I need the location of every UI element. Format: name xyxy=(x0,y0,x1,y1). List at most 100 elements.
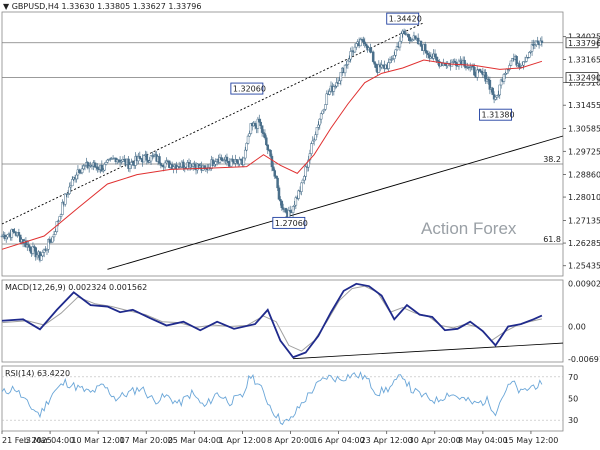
candle-body xyxy=(266,144,269,151)
candle-body xyxy=(6,234,9,238)
swing-label: 1.32060 xyxy=(233,85,266,94)
price-tick-label: 1.28860 xyxy=(568,170,600,179)
candle-body xyxy=(148,160,151,163)
candle-body xyxy=(304,166,307,177)
candle-body xyxy=(245,143,248,151)
candle-body xyxy=(239,159,243,161)
dropdown-arrow-icon[interactable]: ▼ xyxy=(3,2,10,11)
candle-body xyxy=(322,109,326,112)
candle-body xyxy=(475,69,479,78)
candle-body xyxy=(478,68,482,72)
x-tick-label: 15 May 12:00 xyxy=(504,436,559,445)
candle-body xyxy=(272,166,275,171)
candle-body xyxy=(238,159,241,165)
candle-body xyxy=(276,177,279,189)
candle-body xyxy=(41,252,45,257)
candle-body xyxy=(453,60,456,63)
candle-body xyxy=(86,162,90,169)
candle-body xyxy=(24,240,28,248)
candle-body xyxy=(333,85,337,88)
candle-body xyxy=(258,118,261,123)
candle-body xyxy=(138,156,142,159)
candle-body xyxy=(130,161,133,165)
candle-body xyxy=(318,118,322,126)
candle-body xyxy=(535,40,538,45)
candle-body xyxy=(498,84,501,96)
price-tick-label: 1.27135 xyxy=(568,216,600,225)
candle-body xyxy=(369,47,372,53)
swing-label: 1.27060 xyxy=(275,219,308,228)
candle-body xyxy=(87,166,91,169)
candle-body xyxy=(436,60,440,62)
candle-body xyxy=(407,34,410,38)
candle-body xyxy=(426,53,430,56)
candle-body xyxy=(353,46,357,53)
candle-body xyxy=(33,246,36,248)
candle-body xyxy=(10,229,14,238)
candle-body xyxy=(480,70,483,73)
candle-body xyxy=(40,255,43,261)
candle-body xyxy=(246,135,250,144)
candle-body xyxy=(19,234,22,243)
candle-body xyxy=(536,40,539,43)
candle-body xyxy=(120,161,123,163)
candle-body xyxy=(149,155,153,162)
candle-body xyxy=(338,80,341,85)
candle-body xyxy=(288,210,292,212)
candle-body xyxy=(371,51,375,62)
candle-body xyxy=(131,161,135,164)
macd-line xyxy=(1,282,543,359)
macd-tick-label: -0.006915 xyxy=(568,355,600,364)
candle-body xyxy=(339,71,343,82)
price-marker-box xyxy=(565,72,599,83)
candle-body xyxy=(64,193,67,205)
candle-body xyxy=(393,55,396,59)
candle-body xyxy=(0,235,4,238)
candle-body xyxy=(229,158,233,167)
candle-body xyxy=(75,174,78,180)
price-tick-label: 1.31455 xyxy=(568,101,600,110)
candle-body xyxy=(411,39,414,41)
candle-body xyxy=(93,162,97,167)
candle-body xyxy=(277,187,281,200)
macd-trendline xyxy=(293,342,564,360)
candle-body xyxy=(220,157,223,160)
price-marker-box xyxy=(565,37,599,49)
candle-body xyxy=(227,160,230,164)
candle-body xyxy=(473,66,476,76)
price-marker-label: 1.33796 xyxy=(568,39,600,48)
pane-frame-1 xyxy=(1,11,564,277)
candle-body xyxy=(388,59,392,63)
candle-body xyxy=(525,57,528,62)
candle-body xyxy=(402,30,406,34)
rsi-title: RSI(14) 63.4220 xyxy=(5,369,70,378)
moving-average-line xyxy=(1,59,543,250)
candle-body xyxy=(321,110,324,114)
candle-body xyxy=(312,139,316,142)
x-tick-label: 8 Apr 20:00 xyxy=(267,436,314,445)
candle-body xyxy=(218,157,222,163)
candle-body xyxy=(270,155,274,168)
candle-body xyxy=(142,155,146,163)
candle-body xyxy=(225,156,229,162)
swing-label-box xyxy=(230,82,264,95)
candle-body xyxy=(317,124,320,128)
candle-body xyxy=(182,161,185,169)
candle-body xyxy=(467,66,471,69)
price-tick-label: 1.29725 xyxy=(568,147,600,156)
candle-body xyxy=(522,61,525,66)
candle-body xyxy=(435,56,438,61)
candle-body xyxy=(400,33,403,42)
candle-body xyxy=(373,61,376,65)
candle-body xyxy=(488,80,492,90)
candle-body xyxy=(433,53,437,58)
candle-body xyxy=(269,149,272,157)
candle-body xyxy=(387,62,390,69)
chart-ohlc: 1.33630 1.33805 1.33627 1.33796 xyxy=(61,2,202,11)
candle-body xyxy=(428,54,431,59)
candle-body xyxy=(263,133,267,139)
candle-body xyxy=(31,246,35,254)
candle-body xyxy=(495,95,499,98)
candle-body xyxy=(364,43,368,47)
